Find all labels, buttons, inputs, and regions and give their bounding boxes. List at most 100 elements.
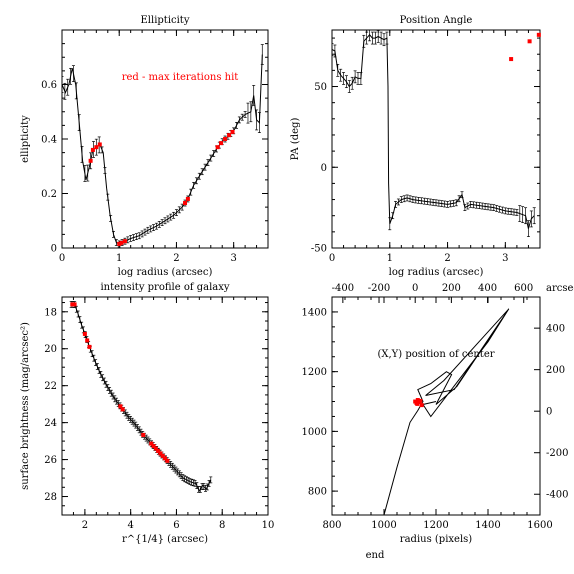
flagged-point (88, 158, 93, 163)
x-tick-label: 1200 (423, 520, 448, 531)
y-tick-label: 1400 (302, 307, 327, 318)
flagged-point (149, 441, 154, 446)
flagged-point (215, 145, 220, 150)
top-x-tick-label: -400 (332, 283, 354, 294)
right-y-tick-label: -200 (546, 448, 568, 459)
y-tick-label: 20 (44, 344, 57, 355)
top-x-tick-label: -200 (368, 283, 390, 294)
x-tick-label: 800 (322, 520, 341, 531)
flagged-point (415, 401, 420, 406)
x-tick-label: 1600 (527, 520, 552, 531)
flagged-point (90, 147, 95, 152)
x-tick-label: 2 (173, 253, 179, 264)
flagged-point (165, 458, 170, 463)
flagged-point (117, 241, 122, 246)
flagged-point (415, 398, 420, 403)
series-line (71, 303, 212, 493)
flagged-point (82, 331, 87, 336)
x-tick-label: 0 (329, 253, 335, 264)
x-tick-label: 1400 (475, 520, 500, 531)
y-tick-label: 24 (44, 418, 57, 429)
flagged-point (151, 444, 156, 449)
y-tick-label: 22 (44, 381, 57, 392)
flagged-point (141, 432, 146, 437)
flagged-point (536, 32, 541, 37)
x-tick-label: 3 (230, 253, 236, 264)
series-line (383, 308, 510, 515)
flagged-point (227, 133, 232, 138)
flagged-point (185, 196, 190, 201)
flagged-point (119, 240, 124, 245)
center-position-panel: 800 1000 1200 1400 1600800100012001400radius… (302, 283, 574, 545)
y-tick-label: 28 (44, 492, 57, 503)
x-tick-label: 4 (127, 520, 133, 531)
flagged-point (223, 137, 228, 141)
right-y-tick-label: -400 (546, 490, 568, 501)
x-tick-label: 2 (444, 253, 450, 264)
x-tick-label: 1 (387, 253, 393, 264)
x-axis-label: radius (pixels) (400, 534, 472, 545)
chart-title: Position Angle (400, 15, 473, 26)
x-tick-label: 8 (219, 520, 225, 531)
data-layer (69, 301, 213, 493)
data-layer (332, 30, 536, 237)
flagged-point (156, 448, 161, 453)
top-x-tick-label: 200 (442, 283, 461, 294)
flagged-point (94, 145, 99, 150)
chart-annotation: (X,Y) position of center (377, 349, 494, 360)
secondary-axis-label: arcsec (546, 283, 574, 294)
data-layer (383, 308, 510, 515)
y-tick-label: 0.6 (41, 80, 57, 91)
x-tick-label: 1 (116, 253, 122, 264)
x-axis-label: r^{1/4} (arcsec) (122, 534, 208, 545)
flagged-point (527, 39, 532, 44)
flagged-point (87, 344, 92, 349)
flagged-point (219, 141, 224, 146)
flagged-point (419, 403, 424, 408)
y-tick-label: 50 (314, 82, 327, 93)
y-tick-label: 26 (44, 455, 57, 466)
flagged-point (158, 451, 163, 456)
x-tick-label: 1000 (371, 520, 396, 531)
flagged-point (118, 404, 123, 409)
flagged-point (70, 302, 75, 307)
top-x-tick-label: 600 (514, 283, 533, 294)
plot-frame (61, 29, 269, 249)
right-y-tick-label: 0 (546, 407, 552, 418)
chart-title: intensity profile of galaxy (100, 282, 229, 293)
flagged-point (97, 142, 102, 147)
y-tick-label: 0.4 (41, 135, 57, 146)
flagged-point (183, 201, 188, 206)
plot-frame (61, 296, 269, 516)
y-axis-label: surface brightness (mag/arcsec²) (20, 322, 31, 490)
x-tick-label: 0 (59, 253, 65, 264)
top-x-tick-label: 400 (478, 283, 497, 294)
y-tick-label: 18 (44, 307, 57, 318)
y-tick-label: 1200 (302, 367, 327, 378)
plot-frame (331, 296, 541, 516)
x-tick-label: 10 (262, 520, 275, 531)
flagged-point (153, 446, 158, 451)
chart-title: Ellipticity (141, 15, 190, 26)
x-axis-label: log radius (arcsec) (389, 267, 484, 278)
footer-text: end (366, 550, 385, 561)
flagged-point (85, 338, 90, 343)
y-tick-label: 1000 (302, 427, 327, 438)
y-tick-label: 800 (308, 487, 327, 498)
flagged-point (163, 456, 167, 461)
flagged-point (418, 398, 423, 403)
plot-frame (331, 29, 541, 249)
y-axis-label: PA (deg) (290, 118, 301, 161)
flagged-point (120, 407, 125, 412)
top-x-tick-label: 0 (412, 283, 418, 294)
y-tick-label: 0 (321, 163, 327, 174)
flagged-point (160, 453, 165, 458)
right-y-tick-label: 200 (546, 365, 565, 376)
x-tick-label: 3 (502, 253, 508, 264)
y-tick-label: -50 (311, 244, 327, 255)
flagged-point (509, 57, 514, 62)
y-tick-label: 0.2 (41, 189, 57, 200)
